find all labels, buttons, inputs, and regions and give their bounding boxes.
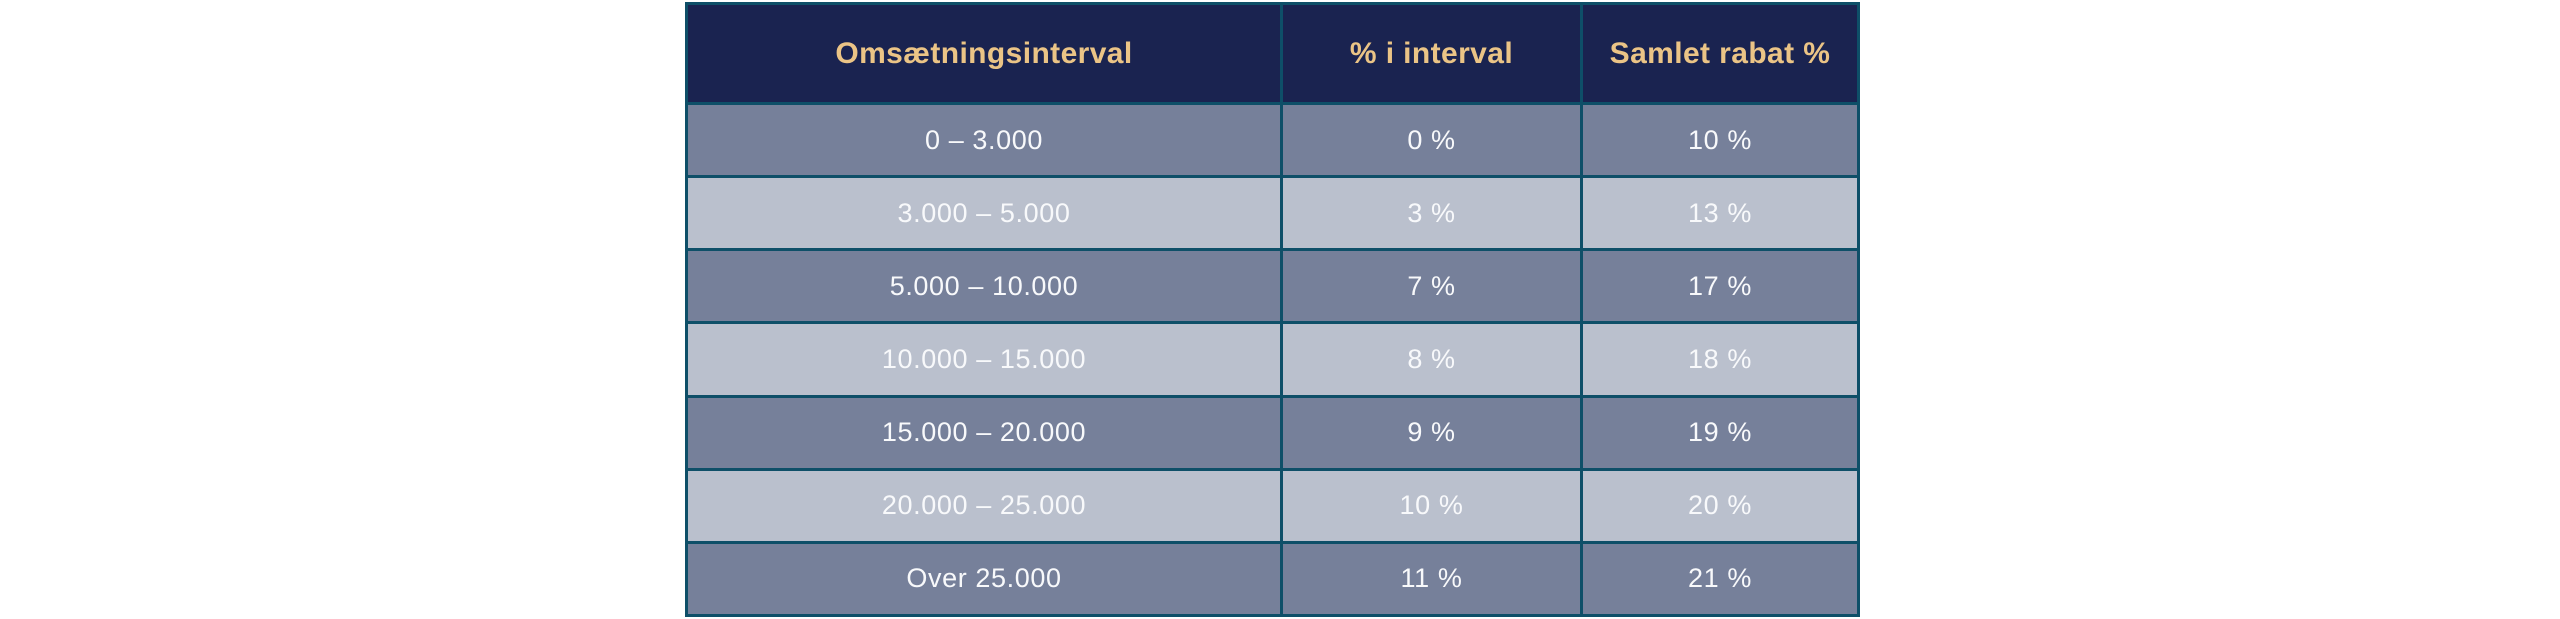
table-row: 3.000 – 5.000 3 % 13 % — [685, 175, 1860, 252]
table-row: 10.000 – 15.000 8 % 18 % — [685, 321, 1860, 398]
table-cell: 21 % — [1580, 540, 1860, 618]
header-row: Omsætningsinterval % i interval Samlet r… — [685, 2, 1860, 105]
table-row: 15.000 – 20.000 9 % 19 % — [685, 394, 1860, 471]
table-cell: 20 % — [1580, 467, 1860, 544]
table-cell: 20.000 – 25.000 — [685, 467, 1283, 544]
table-cell: 10 % — [1580, 101, 1860, 179]
table-row: 20.000 – 25.000 10 % 20 % — [685, 467, 1860, 544]
column-header-samlet-rabat: Samlet rabat % — [1580, 2, 1860, 105]
table-cell: 13 % — [1580, 175, 1860, 252]
table-cell: 3.000 – 5.000 — [685, 175, 1283, 252]
table-row: Over 25.000 11 % 21 % — [685, 540, 1860, 618]
table-cell: 11 % — [1280, 540, 1583, 618]
table-cell: 15.000 – 20.000 — [685, 394, 1283, 471]
table-cell: 10.000 – 15.000 — [685, 321, 1283, 398]
discount-table: Omsætningsinterval % i interval Samlet r… — [685, 2, 1860, 618]
table-cell: 17 % — [1580, 248, 1860, 325]
table-cell: 18 % — [1580, 321, 1860, 398]
table-cell: 19 % — [1580, 394, 1860, 471]
table-cell: 8 % — [1280, 321, 1583, 398]
column-header-omsaetningsinterval: Omsætningsinterval — [685, 2, 1283, 105]
table-cell: 0 – 3.000 — [685, 101, 1283, 179]
table-body: 0 – 3.000 0 % 10 % 3.000 – 5.000 3 % 13 % 5.00… — [685, 101, 1860, 618]
table-cell: 5.000 – 10.000 — [685, 248, 1283, 325]
table-cell: 0 % — [1280, 101, 1583, 179]
table-cell: Over 25.000 — [685, 540, 1283, 618]
table-row: 5.000 – 10.000 7 % 17 % — [685, 248, 1860, 325]
column-header-pct-i-interval: % i interval — [1280, 2, 1583, 105]
table-cell: 9 % — [1280, 394, 1583, 471]
table-cell: 3 % — [1280, 175, 1583, 252]
table-row: 0 – 3.000 0 % 10 % — [685, 101, 1860, 179]
table-cell: 10 % — [1280, 467, 1583, 544]
table-header: Omsætningsinterval % i interval Samlet r… — [685, 2, 1860, 105]
table-cell: 7 % — [1280, 248, 1583, 325]
